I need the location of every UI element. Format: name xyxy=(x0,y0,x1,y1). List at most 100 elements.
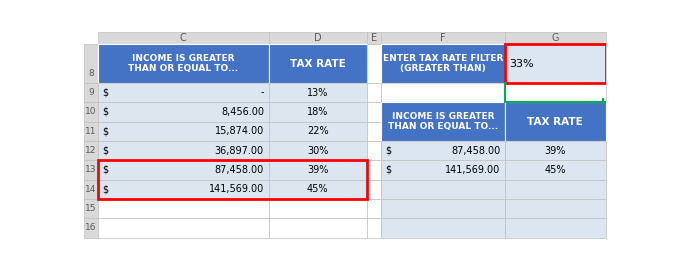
Bar xyxy=(367,141,381,160)
Text: 15: 15 xyxy=(85,204,97,213)
Text: $: $ xyxy=(386,165,392,175)
Bar xyxy=(98,199,269,218)
Bar xyxy=(505,44,606,83)
Text: D: D xyxy=(314,33,322,43)
Bar xyxy=(269,160,367,180)
Text: -: - xyxy=(260,88,264,97)
Bar xyxy=(269,32,367,44)
Bar xyxy=(367,83,381,102)
Bar xyxy=(505,218,606,238)
Bar xyxy=(269,180,367,199)
Text: $: $ xyxy=(103,88,109,97)
Text: $: $ xyxy=(103,165,109,175)
Text: $: $ xyxy=(103,184,109,194)
Text: 15,874.00: 15,874.00 xyxy=(215,126,264,136)
Bar xyxy=(505,44,606,83)
Text: 8,456.00: 8,456.00 xyxy=(221,107,264,117)
Bar xyxy=(367,218,381,238)
Text: 13: 13 xyxy=(85,166,97,174)
Bar xyxy=(367,121,381,141)
Bar xyxy=(367,160,381,180)
Bar xyxy=(381,218,505,238)
Text: G: G xyxy=(552,33,559,43)
Text: ENTER TAX RATE FILTER
(GREATER THAN): ENTER TAX RATE FILTER (GREATER THAN) xyxy=(383,54,503,73)
Bar xyxy=(505,199,606,218)
Bar xyxy=(381,199,505,218)
Text: 14: 14 xyxy=(85,185,97,194)
Bar xyxy=(367,44,381,83)
Bar xyxy=(367,102,381,121)
Text: $: $ xyxy=(386,146,392,156)
Bar xyxy=(269,44,367,83)
Text: 10: 10 xyxy=(85,107,97,116)
Text: TAX RATE: TAX RATE xyxy=(290,59,346,69)
Bar xyxy=(269,218,367,238)
Bar xyxy=(367,32,381,44)
Text: 16: 16 xyxy=(85,223,97,233)
Bar xyxy=(505,32,606,44)
Text: C: C xyxy=(180,33,186,43)
Text: 45%: 45% xyxy=(544,165,566,175)
Bar xyxy=(505,180,606,199)
Text: 141,569.00: 141,569.00 xyxy=(209,184,264,194)
Text: 12: 12 xyxy=(85,146,97,155)
Bar xyxy=(98,141,269,160)
Bar xyxy=(84,218,98,238)
Bar xyxy=(84,121,98,141)
Bar xyxy=(381,83,505,102)
Bar xyxy=(269,141,367,160)
Text: 13%: 13% xyxy=(307,88,328,97)
Bar xyxy=(367,199,381,218)
Bar xyxy=(98,102,269,121)
Bar xyxy=(98,121,269,141)
Text: E: E xyxy=(371,33,377,43)
Bar xyxy=(84,44,98,83)
Text: 8: 8 xyxy=(88,69,94,78)
Bar xyxy=(269,121,367,141)
Text: 18%: 18% xyxy=(307,107,328,117)
Bar xyxy=(381,44,505,83)
Text: $: $ xyxy=(103,146,109,156)
Text: INCOME IS GREATER
THAN OR EQUAL TO...: INCOME IS GREATER THAN OR EQUAL TO... xyxy=(388,112,498,131)
Text: 9: 9 xyxy=(88,88,94,97)
Text: INCOME IS GREATER
THAN OR EQUAL TO...: INCOME IS GREATER THAN OR EQUAL TO... xyxy=(129,54,238,73)
Bar xyxy=(84,199,98,218)
Bar xyxy=(98,32,269,44)
Bar xyxy=(98,180,269,199)
Text: $: $ xyxy=(103,126,109,136)
Bar xyxy=(269,102,367,121)
Text: 22%: 22% xyxy=(307,126,328,136)
Bar xyxy=(381,141,505,160)
Bar xyxy=(84,102,98,121)
Bar xyxy=(84,160,98,180)
Bar xyxy=(381,180,505,199)
Bar xyxy=(98,160,367,199)
Bar xyxy=(505,141,606,160)
Text: 30%: 30% xyxy=(307,146,328,156)
Bar xyxy=(98,218,269,238)
Bar xyxy=(381,160,505,180)
Text: 87,458.00: 87,458.00 xyxy=(215,165,264,175)
Text: 87,458.00: 87,458.00 xyxy=(451,146,500,156)
Bar xyxy=(98,44,269,83)
Bar xyxy=(505,83,606,102)
Text: 141,569.00: 141,569.00 xyxy=(445,165,500,175)
Bar xyxy=(381,32,505,44)
Text: 36,897.00: 36,897.00 xyxy=(215,146,264,156)
Bar xyxy=(505,160,606,180)
Bar xyxy=(84,141,98,160)
Text: 33%: 33% xyxy=(509,59,534,69)
Bar xyxy=(269,83,367,102)
Bar xyxy=(269,199,367,218)
Bar xyxy=(505,102,606,141)
Text: 39%: 39% xyxy=(544,146,566,156)
Bar xyxy=(84,180,98,199)
Text: 39%: 39% xyxy=(307,165,328,175)
Text: 11: 11 xyxy=(85,127,97,136)
Text: 45%: 45% xyxy=(307,184,328,194)
Text: $: $ xyxy=(103,107,109,117)
Bar xyxy=(367,180,381,199)
Bar xyxy=(98,83,269,102)
Bar xyxy=(98,160,269,180)
Bar xyxy=(381,102,505,141)
